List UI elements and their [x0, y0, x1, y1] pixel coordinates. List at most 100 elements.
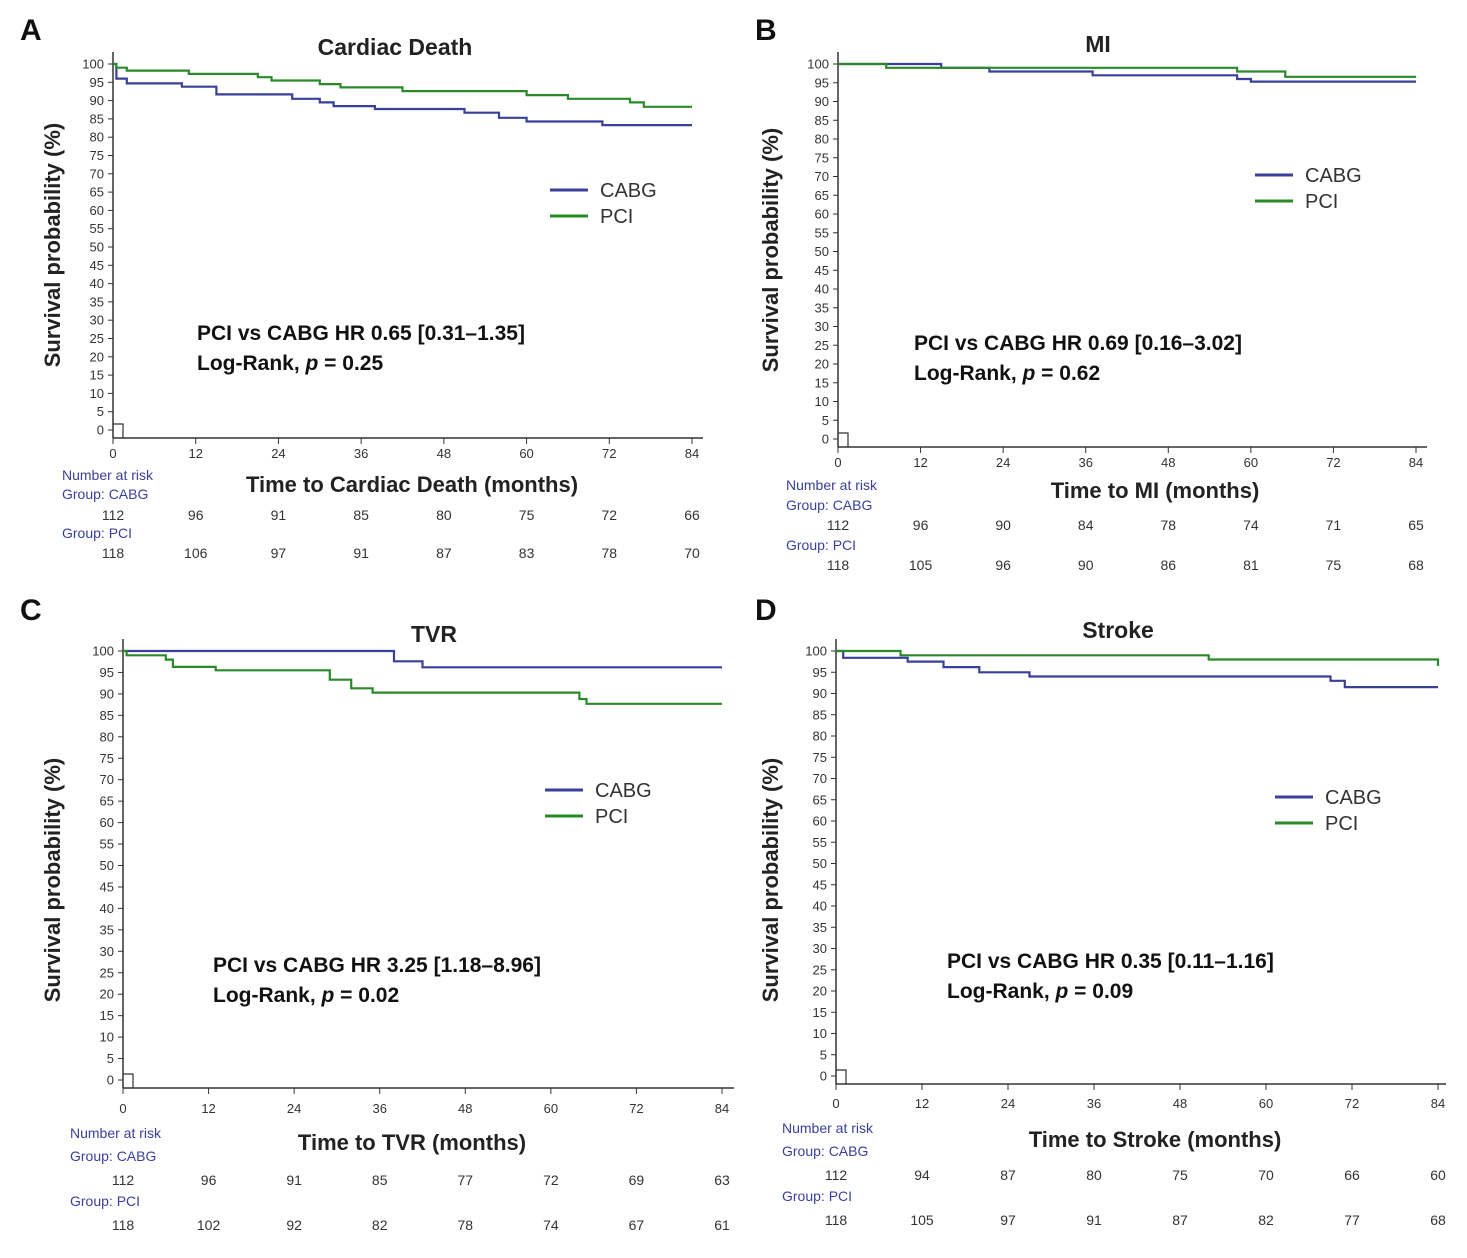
logrank-p: p: [1022, 362, 1036, 385]
y-tick-label: 20: [100, 987, 114, 1002]
y-tick-label: 70: [813, 771, 827, 786]
risk-value-pci: 90: [1078, 557, 1094, 573]
y-tick-label: 0: [820, 1069, 827, 1084]
risk-value-cabg: 84: [1078, 517, 1094, 533]
risk-value-cabg: 75: [519, 507, 535, 523]
x-tick-label: 48: [458, 1101, 472, 1116]
risk-value-pci: 61: [714, 1217, 730, 1233]
y-tick-label: 85: [815, 113, 829, 128]
legend-label-pci: PCI: [600, 206, 633, 228]
y-tick-label: 5: [97, 404, 104, 419]
y-tick-label: 80: [813, 729, 827, 744]
y-tick-label: 80: [815, 132, 829, 147]
risk-value-pci: 78: [601, 545, 617, 561]
x-tick-label: 24: [287, 1101, 301, 1116]
risk-value-cabg: 77: [457, 1172, 473, 1188]
y-tick-label: 100: [92, 644, 114, 659]
x-axis-label: Time to Stroke (months): [1029, 1127, 1282, 1152]
x-tick-label: 48: [1173, 1096, 1187, 1111]
x-tick-label: 72: [629, 1101, 643, 1116]
y-tick-label: 45: [100, 879, 114, 894]
y-tick-label: 90: [813, 686, 827, 701]
risk-value-pci: 68: [1408, 557, 1424, 573]
x-tick-label: 0: [119, 1101, 126, 1116]
risk-value-cabg: 80: [1086, 1167, 1102, 1183]
y-tick-label: 25: [100, 965, 114, 980]
logrank-p: p: [305, 352, 319, 375]
legend-label-cabg: CABG: [600, 180, 657, 202]
risk-value-cabg: 66: [1344, 1167, 1360, 1183]
risk-value-cabg: 90: [995, 517, 1011, 533]
y-tick-label: 15: [815, 375, 829, 390]
risk-value-pci: 87: [436, 545, 452, 561]
logrank-prefix: Log-Rank,: [213, 984, 322, 1007]
x-tick-label: 12: [201, 1101, 215, 1116]
logrank-prefix: Log-Rank,: [197, 352, 306, 375]
risk-value-cabg: 74: [1243, 517, 1259, 533]
legend-label-pci: PCI: [1325, 813, 1358, 835]
y-tick-label: 10: [90, 386, 104, 401]
risk-value-pci: 82: [372, 1217, 388, 1233]
y-tick-label: 55: [815, 225, 829, 240]
risk-value-cabg: 96: [188, 507, 204, 523]
risk-group-cabg-label: Group: CABG: [62, 486, 148, 502]
x-tick-label: 36: [354, 446, 368, 461]
risk-value-pci: 68: [1430, 1212, 1446, 1228]
logrank-p: p: [1055, 980, 1069, 1003]
x-tick-label: 60: [519, 446, 533, 461]
x-axis-label: Time to MI (months): [1051, 478, 1260, 503]
y-tick-label: 35: [815, 300, 829, 315]
risk-value-pci: 82: [1258, 1212, 1274, 1228]
risk-value-pci: 118: [827, 557, 850, 573]
y-tick-label: 45: [813, 877, 827, 892]
y-tick-label: 65: [815, 188, 829, 203]
risk-value-cabg: 85: [353, 507, 369, 523]
origin-bracket: [838, 432, 849, 447]
y-tick-label: 95: [813, 665, 827, 680]
risk-header: Number at risk: [786, 477, 878, 493]
y-tick-label: 70: [815, 169, 829, 184]
risk-value-pci: 102: [197, 1217, 221, 1233]
hr-annotation: PCI vs CABG HR 0.35 [0.11–1.16]: [947, 950, 1274, 973]
y-tick-label: 65: [100, 794, 114, 809]
logrank-annotation: Log-Rank, p = 0.02: [213, 984, 399, 1007]
y-tick-label: 45: [90, 258, 104, 273]
origin-bracket: [113, 423, 124, 438]
x-tick-label: 36: [1087, 1096, 1101, 1111]
y-tick-label: 20: [813, 984, 827, 999]
x-tick-label: 36: [372, 1101, 386, 1116]
risk-value-cabg: 94: [914, 1167, 930, 1183]
y-tick-label: 0: [107, 1073, 114, 1088]
y-tick-label: 50: [815, 244, 829, 259]
risk-value-pci: 83: [519, 545, 535, 561]
risk-value-cabg: 96: [201, 1172, 217, 1188]
risk-value-cabg: 72: [601, 507, 617, 523]
y-tick-label: 60: [813, 814, 827, 829]
x-tick-label: 84: [715, 1101, 729, 1116]
risk-value-pci: 97: [1000, 1212, 1016, 1228]
x-tick-label: 0: [834, 455, 841, 470]
x-tick-label: 24: [996, 455, 1010, 470]
y-tick-label: 80: [90, 130, 104, 145]
series-line-pci: [836, 649, 1440, 666]
y-tick-label: 40: [100, 901, 114, 916]
risk-group-cabg-label: Group: CABG: [782, 1143, 868, 1159]
x-tick-label: 24: [271, 446, 285, 461]
legend-label-cabg: CABG: [1325, 787, 1382, 809]
hr-annotation: PCI vs CABG HR 0.69 [0.16–3.02]: [914, 332, 1242, 355]
y-tick-label: 95: [90, 75, 104, 90]
y-tick-label: 90: [100, 686, 114, 701]
x-axis-label: Time to Cardiac Death (months): [246, 472, 578, 497]
x-tick-label: 0: [832, 1096, 839, 1111]
y-tick-label: 100: [805, 644, 827, 659]
y-tick-label: 40: [813, 899, 827, 914]
x-tick-label: 72: [602, 446, 616, 461]
series-line-pci: [113, 62, 692, 108]
y-tick-label: 10: [813, 1026, 827, 1041]
y-tick-label: 15: [813, 1005, 827, 1020]
risk-value-cabg: 60: [1430, 1167, 1446, 1183]
series-line-pci: [838, 62, 1416, 78]
risk-value-cabg: 69: [629, 1172, 645, 1188]
